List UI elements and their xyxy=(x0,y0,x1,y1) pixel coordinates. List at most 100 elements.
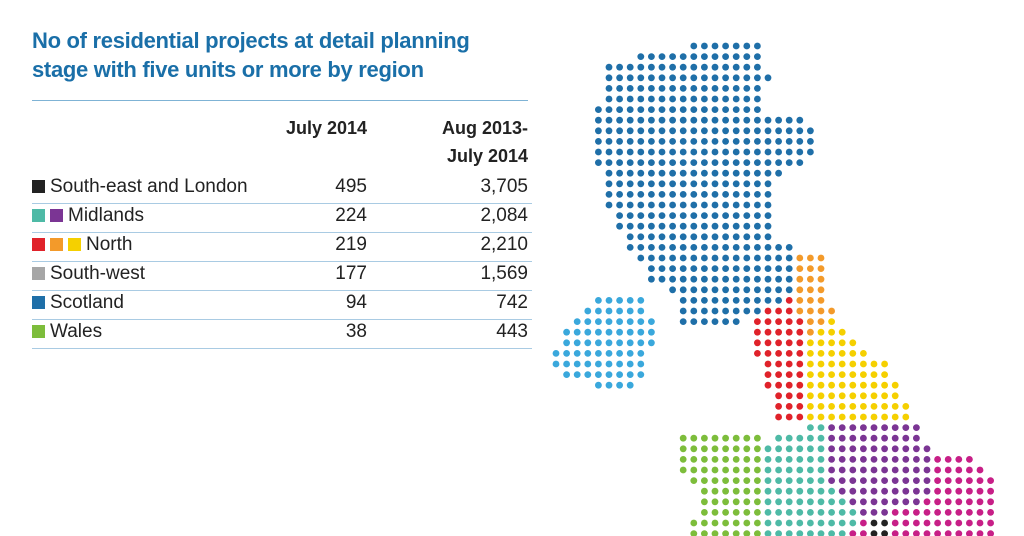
map-dot xyxy=(796,519,804,527)
map-dot xyxy=(743,159,751,167)
map-dot xyxy=(764,350,772,357)
map-dot xyxy=(669,159,676,167)
map-dot xyxy=(711,434,719,442)
map-dot xyxy=(754,286,761,294)
map-dot xyxy=(626,63,634,71)
map-dot xyxy=(584,339,592,347)
map-dot xyxy=(902,424,910,431)
map-dot xyxy=(743,265,751,272)
map-dot xyxy=(987,519,994,527)
map-dot xyxy=(966,466,973,474)
map-dot xyxy=(807,371,814,378)
map-dot xyxy=(679,180,687,188)
map-dot xyxy=(881,434,888,442)
map-dot xyxy=(722,116,729,124)
map-dot xyxy=(711,138,719,145)
map-dot xyxy=(754,339,761,347)
map-dot xyxy=(934,519,941,527)
column-header: Aug 2013- xyxy=(441,118,528,138)
map-dot xyxy=(775,519,782,527)
map-dot xyxy=(764,244,772,251)
map-dot xyxy=(976,519,984,527)
map-dot xyxy=(944,477,952,484)
map-dot xyxy=(626,201,634,209)
map-dot xyxy=(732,201,740,209)
map-dot xyxy=(923,487,931,495)
map-dot xyxy=(870,413,878,421)
map-dot xyxy=(754,328,761,336)
map-dot xyxy=(838,392,846,400)
map-dot xyxy=(976,530,984,536)
map-dot xyxy=(796,159,804,167)
map-dot xyxy=(966,498,973,506)
map-dot xyxy=(605,201,613,209)
map-dot xyxy=(870,403,878,410)
map-dot xyxy=(913,487,920,495)
map-dot xyxy=(849,445,857,453)
map-dot xyxy=(764,466,772,474)
map-dot xyxy=(817,530,825,536)
map-dot xyxy=(616,127,623,135)
map-dot xyxy=(616,339,623,347)
map-dot xyxy=(785,328,793,336)
map-dot xyxy=(743,530,751,536)
map-dot xyxy=(690,159,698,167)
map-dot xyxy=(732,456,740,463)
map-dot xyxy=(870,381,878,389)
map-dot xyxy=(722,191,729,198)
map-dot xyxy=(690,116,698,124)
map-dot xyxy=(616,212,623,220)
map-dot xyxy=(966,519,973,527)
map-dot xyxy=(860,360,867,368)
map-dot xyxy=(764,233,772,241)
map-dot xyxy=(669,63,676,71)
map-dot xyxy=(891,413,899,421)
map-dot xyxy=(722,233,729,241)
map-dot xyxy=(870,509,878,516)
map-dot xyxy=(722,498,729,506)
map-dot xyxy=(764,318,772,325)
map-dot xyxy=(626,116,634,124)
map-dot xyxy=(616,191,623,198)
map-dot xyxy=(785,392,793,400)
map-dot xyxy=(711,212,719,220)
map-dot xyxy=(764,180,772,188)
map-dot xyxy=(616,159,623,167)
map-dot xyxy=(711,169,719,177)
map-dot xyxy=(690,201,698,209)
map-dot xyxy=(807,403,814,410)
map-dot xyxy=(817,477,825,484)
map-dot xyxy=(881,381,888,389)
map-dot xyxy=(923,466,931,474)
map-dot xyxy=(743,201,751,209)
value-cell: 3,705 xyxy=(480,176,528,197)
map-dot xyxy=(711,53,719,60)
map-dot xyxy=(679,201,687,209)
map-dot xyxy=(785,286,793,294)
map-dot xyxy=(913,445,920,453)
map-dot xyxy=(796,297,804,304)
region-cell: Wales xyxy=(32,321,102,343)
map-dot xyxy=(817,509,825,516)
map-dot xyxy=(891,403,899,410)
map-dot xyxy=(605,169,613,177)
map-dot xyxy=(711,286,719,294)
map-dot xyxy=(648,222,655,230)
map-dot xyxy=(860,519,867,527)
map-dot xyxy=(785,275,793,283)
map-dot xyxy=(743,95,751,103)
map-dot xyxy=(584,318,592,325)
map-dot xyxy=(648,318,655,325)
map-dot xyxy=(722,530,729,536)
map-dot xyxy=(743,519,751,527)
map-dot xyxy=(881,360,888,368)
map-dot xyxy=(605,138,613,145)
map-dot xyxy=(701,286,708,294)
map-dot xyxy=(785,371,793,378)
map-dot xyxy=(679,318,687,325)
map-dot xyxy=(754,42,761,50)
map-dot xyxy=(807,477,814,484)
map-dot xyxy=(616,148,623,156)
map-dot xyxy=(722,201,729,209)
map-dot xyxy=(849,498,857,506)
